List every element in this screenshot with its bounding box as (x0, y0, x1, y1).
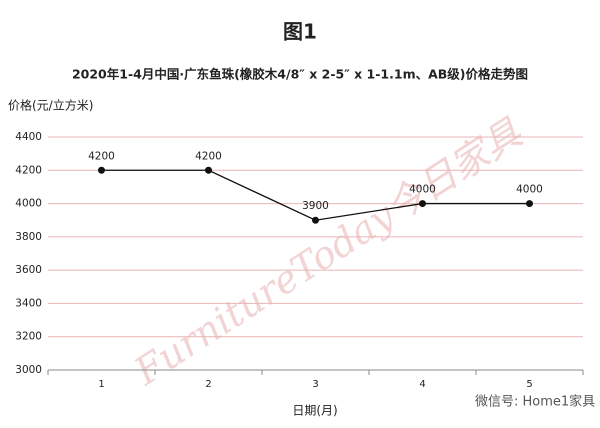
footer: 微信号: Home1家具 (475, 394, 595, 410)
y-tick-label: 3400 (15, 297, 42, 309)
x-tick-label: 1 (98, 379, 104, 390)
point (98, 166, 105, 174)
watermark: FurnitureToday今日家具 (126, 110, 531, 394)
y-tick-label: 3200 (15, 331, 42, 343)
data-label: 4200 (195, 150, 222, 162)
x-tick-label: 4 (419, 379, 425, 390)
data-label: 4000 (516, 184, 543, 196)
y-tick-label: 4000 (15, 198, 42, 210)
x-axis-label: 日期(月) (292, 404, 337, 418)
y-tick-label: 3000 (15, 364, 42, 376)
data-label: 4200 (88, 150, 115, 162)
y-tick-label: 3800 (15, 231, 42, 243)
y-axis-label: 价格(元/立方米) (8, 98, 93, 113)
x-tick-label: 5 (526, 379, 532, 390)
data-label: 3900 (302, 200, 329, 212)
y-tick-label: 4200 (15, 164, 42, 176)
point (419, 200, 426, 208)
point (205, 166, 212, 174)
chart-title: 图1 (283, 20, 317, 44)
point (312, 216, 319, 224)
y-tick-label: 4400 (15, 131, 42, 143)
chart-subtitle: 2020年1-4月中国·广东鱼珠(橡胶木4/8″ x 2-5″ x 1-1.1m… (72, 67, 528, 82)
point (526, 200, 533, 208)
x-tick-label: 3 (312, 379, 318, 390)
y-tick-label: 3600 (15, 264, 42, 276)
data-label: 4000 (409, 184, 436, 196)
x-tick-label: 2 (205, 379, 211, 390)
